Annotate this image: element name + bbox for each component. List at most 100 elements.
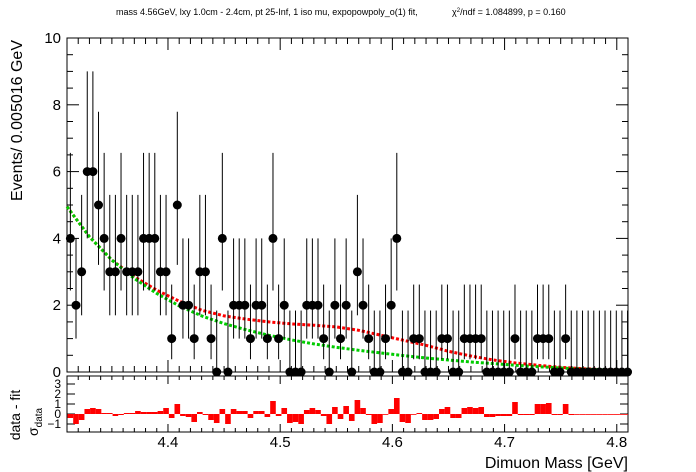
data-point	[347, 367, 357, 377]
data-point	[336, 334, 346, 344]
pull-bar	[151, 412, 158, 414]
pull-y-tick-label: −1	[47, 417, 61, 431]
x-tick-label: 4.7	[494, 434, 515, 451]
pull-sigma-symbol: σ	[25, 427, 41, 436]
data-point	[527, 367, 537, 377]
data-point	[330, 300, 340, 310]
pull-bar	[236, 411, 243, 414]
pull-bar	[106, 413, 113, 414]
pull-bar	[320, 414, 327, 416]
data-point	[561, 334, 571, 344]
pull-bar	[495, 414, 501, 416]
pull-bar	[371, 414, 378, 424]
data-point	[279, 300, 289, 310]
pull-bar	[90, 408, 96, 414]
pull-bar	[168, 414, 175, 418]
pull-bar	[309, 408, 316, 414]
pull-y-label: data - fit	[7, 390, 23, 441]
pull-bar	[129, 413, 136, 414]
data-point	[189, 334, 199, 344]
data-point	[414, 334, 424, 344]
pull-bar	[78, 414, 85, 420]
data-point	[172, 200, 182, 210]
pull-bar	[399, 414, 406, 422]
chi2-symbol: χ	[452, 7, 457, 17]
pull-y-tick-label: 2	[54, 387, 61, 401]
pull-bar	[275, 414, 282, 416]
x-tick-label: 4.4	[158, 434, 179, 451]
pull-bar	[298, 414, 304, 424]
pull-bar	[287, 414, 293, 423]
pull-bar	[84, 409, 91, 414]
pull-bar	[73, 414, 79, 424]
data-point	[352, 267, 362, 277]
chi2-value: /ndf = 1.084899, p = 0.160	[460, 7, 566, 17]
pull-bar	[557, 414, 563, 415]
data-point	[77, 267, 87, 277]
y-tick-label: 6	[53, 164, 61, 181]
pull-bar	[332, 407, 338, 414]
pull-bar	[343, 406, 349, 414]
pull-bar	[135, 411, 141, 414]
pull-bar	[112, 414, 119, 416]
pull-bar	[562, 404, 569, 414]
data-point	[262, 334, 272, 344]
pull-bar	[326, 414, 333, 424]
pull-bar	[388, 409, 394, 414]
pull-bar	[455, 414, 462, 418]
pull-bar	[264, 414, 271, 417]
pull-bar	[405, 414, 411, 423]
pull-bar	[478, 407, 485, 414]
pull-bar	[95, 409, 102, 414]
main-frame	[66, 37, 629, 373]
data-point	[110, 267, 120, 277]
pull-bar	[433, 414, 440, 419]
pull-bar	[579, 414, 586, 415]
pull-bar	[529, 414, 535, 415]
pull-bar	[140, 412, 147, 414]
pull-bar	[461, 408, 468, 414]
pull-bar	[500, 414, 507, 416]
pull-bar	[444, 407, 451, 414]
pull-bar	[315, 410, 321, 414]
data-point	[476, 334, 486, 344]
pull-bar	[247, 414, 254, 418]
pull-y-tick-label: 3	[54, 377, 61, 391]
pull-bar	[281, 408, 288, 414]
data-point	[200, 267, 210, 277]
y-tick-label: 0	[53, 364, 61, 381]
pull-bar	[197, 412, 203, 414]
data-point	[392, 233, 402, 243]
pull-bar	[467, 407, 473, 414]
data-point	[161, 267, 171, 277]
pull-bar	[512, 402, 518, 414]
data-point	[504, 367, 514, 377]
pull-bar	[607, 414, 614, 415]
pull-bar	[540, 404, 546, 414]
pull-bar	[523, 414, 530, 415]
data-point	[431, 367, 441, 377]
background-curve	[65, 205, 629, 373]
pull-bar	[242, 411, 248, 414]
data-point	[375, 367, 385, 377]
pull-bar	[545, 403, 552, 414]
data-point	[217, 233, 227, 243]
pull-bar	[101, 413, 107, 414]
pull-bar	[489, 414, 496, 417]
main-panel: 0 2 4 6 8 10	[44, 30, 633, 381]
pull-sigma-subscript: data	[34, 407, 45, 427]
pull-bar	[303, 410, 310, 414]
data-point	[223, 367, 233, 377]
data-point	[257, 300, 267, 310]
data-point	[555, 367, 565, 377]
pull-bar	[191, 414, 198, 422]
pull-bar	[67, 414, 74, 418]
pull-bar	[534, 404, 541, 414]
pull-bar	[596, 414, 603, 415]
data-point	[313, 300, 323, 310]
pull-bar	[517, 414, 524, 415]
pull-bar	[258, 411, 265, 414]
pull-bar	[619, 414, 625, 415]
data-point	[99, 233, 109, 243]
